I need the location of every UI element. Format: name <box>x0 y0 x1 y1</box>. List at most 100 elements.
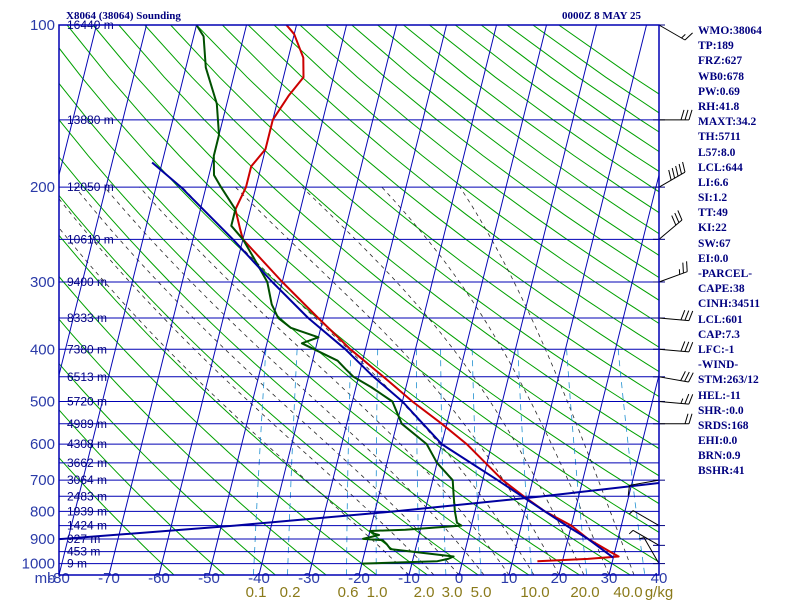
dry-adiabat <box>59 234 428 575</box>
pressure-tick-label: 900 <box>30 531 55 548</box>
height-label: 2483 m <box>67 489 107 503</box>
temperature-tick-label: -50 <box>198 570 220 587</box>
wind-barb <box>658 219 683 240</box>
mixing-ratio-line <box>517 349 533 575</box>
wind-barb <box>658 24 686 41</box>
isotherm <box>558 172 659 575</box>
height-label: 9 m <box>67 557 87 571</box>
index-line: WB0:678 <box>698 70 744 83</box>
wind-barb-feather <box>688 372 694 383</box>
dry-adiabat <box>59 318 327 575</box>
index-line: EHI:0.0 <box>698 435 738 448</box>
mixing-ratio-line <box>617 349 646 575</box>
height-label: 10610 m <box>67 232 114 246</box>
index-line: SHR-:0.0 <box>698 404 744 417</box>
wind-barb-feather <box>688 109 693 120</box>
wind-barb-feather <box>638 537 645 540</box>
dry-adiabat <box>59 362 276 575</box>
wind-barb-feather <box>688 413 693 424</box>
wind-barb-feather <box>682 262 684 274</box>
index-line: RH:41.8 <box>698 100 740 113</box>
dry-adiabat <box>92 25 659 505</box>
temperature-tick-label: -60 <box>148 570 170 587</box>
mixing-ratio-label: 20.0 <box>570 584 599 600</box>
height-label: 9400 m <box>67 275 107 289</box>
dry-adiabat <box>59 275 378 575</box>
wind-barb-feather <box>677 210 683 221</box>
wind-barb-feather <box>671 215 677 226</box>
dry-adiabat <box>66 25 659 533</box>
isotherm <box>608 372 659 575</box>
temperature-tick-label: 10 <box>501 570 518 587</box>
index-line: BRN:0.9 <box>698 450 741 463</box>
wind-barb <box>658 348 689 353</box>
wind-barb-feather <box>628 510 634 515</box>
mixing-ratio-label: 0.2 <box>280 584 301 600</box>
mixing-ratio-line <box>346 349 352 575</box>
isotherm <box>208 25 347 575</box>
mixing-ratio-line <box>440 349 447 575</box>
mixing-ratio-label: g/kg <box>645 584 673 600</box>
wind-barb-feather <box>684 393 690 404</box>
index-line: KI:22 <box>698 222 727 235</box>
dry-adiabat <box>247 25 659 348</box>
isotherm <box>59 25 97 178</box>
height-label: 1424 m <box>67 519 107 533</box>
wind-barb-feather <box>674 212 680 223</box>
dry-adiabat <box>144 25 659 450</box>
wind-barb-feather <box>671 167 676 179</box>
wind-barb <box>632 529 660 546</box>
wind-barb-feather <box>678 163 683 175</box>
moist-adiabat <box>59 198 435 575</box>
dry-adiabat <box>325 25 659 279</box>
mixing-ratio-label: 0.1 <box>246 584 267 600</box>
height-label: 3064 m <box>67 473 107 487</box>
index-line: LCL:601 <box>698 313 743 326</box>
wind-barb <box>629 479 660 486</box>
dry-adiabat <box>351 25 659 256</box>
index-line: HEL:-11 <box>698 389 741 402</box>
pressure-tick-label: 200 <box>30 179 55 196</box>
mixing-ratio-line <box>471 349 482 575</box>
index-line: STM:263/12 <box>698 374 759 387</box>
wind-barb-feather <box>684 32 693 41</box>
mixing-ratio-line <box>375 349 379 575</box>
mixing-ratio-label: 10.0 <box>520 584 549 600</box>
index-line: LCL:644 <box>698 161 743 174</box>
profiles <box>59 25 659 565</box>
chart-title: X8064 (38064) Sounding <box>66 10 181 22</box>
isotherm <box>408 25 547 575</box>
moist-adiabat <box>74 186 460 575</box>
moist-adiabat <box>459 186 635 575</box>
dry-adiabat <box>59 409 226 575</box>
height-label: 8333 m <box>67 311 107 325</box>
mixing-ratio-label: 2.0 <box>414 584 435 600</box>
index-line: TH:5711 <box>698 131 741 144</box>
index-line: CINH:34511 <box>698 298 760 311</box>
observation-time: 0000Z 8 MAY 25 <box>562 10 641 22</box>
pressure-tick-label: 500 <box>30 393 55 410</box>
wind-barb-feather <box>688 341 694 353</box>
wind-barb-feather <box>680 109 685 120</box>
height-label: 1939 m <box>67 504 107 518</box>
index-line: WMO:38064 <box>698 25 762 37</box>
wind-barb <box>632 510 660 527</box>
background-lines <box>59 25 659 575</box>
temperature-tick-label: -70 <box>98 570 120 587</box>
temperature-tick-label: 0 <box>455 570 463 587</box>
temperature-tick-label: -30 <box>298 570 320 587</box>
pressure-tick-label: 600 <box>30 436 55 453</box>
wind-barb <box>658 171 686 188</box>
index-line: FRZ:627 <box>698 55 743 68</box>
wind-barb <box>643 537 660 564</box>
wind-barb-feather <box>628 529 634 535</box>
index-line: MAXT:34.2 <box>698 116 757 129</box>
dry-adiabat <box>59 118 580 575</box>
height-label: 5720 m <box>67 394 107 408</box>
isotherm <box>308 25 447 575</box>
index-line: -PARCEL- <box>698 268 753 280</box>
height-label: 927 m <box>67 532 100 546</box>
wind-barb-feather <box>675 165 679 177</box>
mixing-ratio-label: 5.0 <box>471 584 492 600</box>
wind-barb-feather <box>680 310 686 321</box>
